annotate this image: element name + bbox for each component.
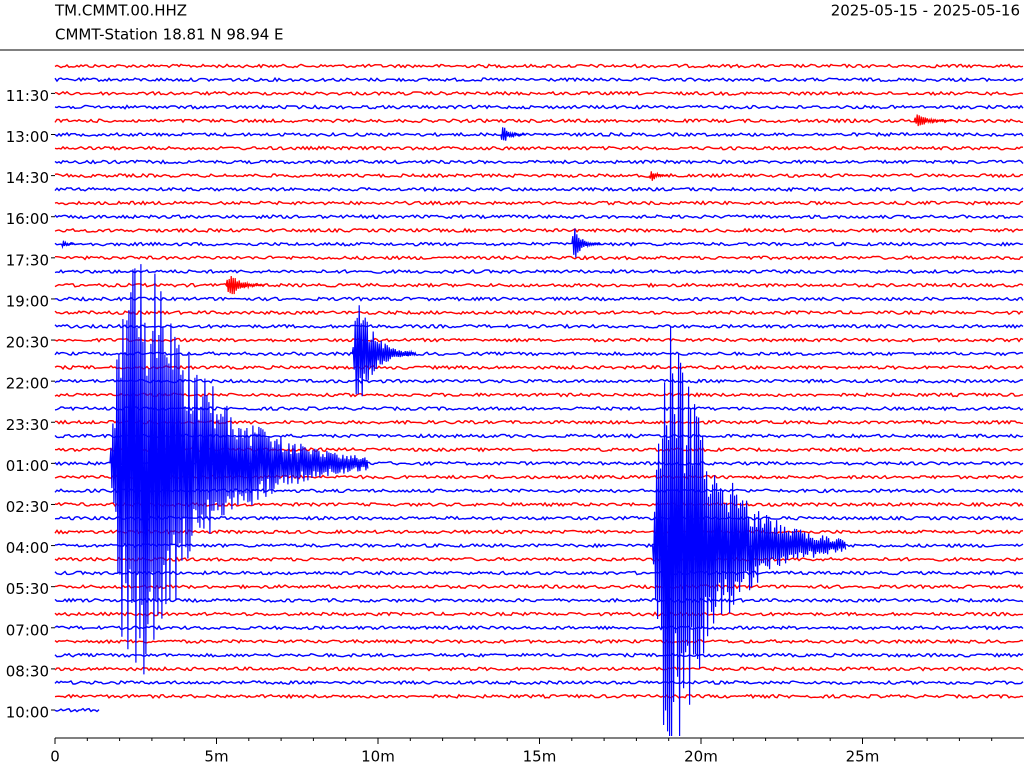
y-tick-label: 07:00 <box>6 621 49 639</box>
trace <box>54 118 1024 124</box>
trace <box>54 515 1024 521</box>
trace <box>54 529 1024 535</box>
x-tick-label: 20m <box>684 748 718 766</box>
traces <box>54 63 1024 737</box>
x-tick-label: 15m <box>523 748 557 766</box>
station-code: TM.CMMT.00.HHZ <box>54 2 187 20</box>
trace <box>54 624 1024 631</box>
seismic-event <box>351 305 417 397</box>
trace <box>54 501 1024 508</box>
trace <box>54 583 1024 590</box>
seismic-event <box>648 171 669 181</box>
y-tick-label: 11:30 <box>6 87 49 105</box>
y-tick-label: 14:30 <box>6 169 49 187</box>
seismic-event <box>913 114 953 127</box>
trace <box>54 200 1024 206</box>
trace <box>54 63 1024 69</box>
trace <box>54 350 1024 357</box>
y-tick-label: 23:30 <box>6 416 49 434</box>
y-tick-label: 20:30 <box>6 334 49 352</box>
y-tick-label: 05:30 <box>6 580 49 598</box>
date-range: 2025-05-15 - 2025-05-16 <box>831 2 1020 20</box>
station-info: CMMT-Station 18.81 N 98.94 E <box>55 26 284 44</box>
trace <box>54 159 1024 165</box>
trace <box>54 392 1024 398</box>
seismic-event <box>571 228 602 258</box>
y-tick-label: 01:00 <box>6 457 49 475</box>
trace <box>54 268 1024 275</box>
trace <box>54 241 1024 247</box>
trace <box>54 364 1024 371</box>
trace <box>55 296 1024 302</box>
trace <box>54 542 1024 549</box>
trace <box>54 227 1024 234</box>
y-tick-label: 13:00 <box>6 128 49 146</box>
y-tick-label: 16:00 <box>6 210 49 228</box>
trace <box>54 597 1024 604</box>
y-tick-label: 17:30 <box>6 251 49 269</box>
seismic-event <box>225 275 265 295</box>
trace <box>54 611 1024 617</box>
trace <box>54 556 1024 562</box>
trace <box>54 90 1024 97</box>
seismic-event <box>652 326 847 737</box>
trace <box>54 104 1024 110</box>
seismic-event <box>109 264 369 675</box>
trace <box>54 131 1024 138</box>
trace <box>54 707 100 713</box>
y-tick-label: 02:30 <box>6 498 49 516</box>
x-tick-label: 0 <box>50 748 60 766</box>
trace <box>54 337 1024 343</box>
trace <box>54 405 1024 412</box>
trace <box>54 693 1024 700</box>
y-tick-label: 22:00 <box>6 375 49 393</box>
y-tick-label: 04:00 <box>6 539 49 557</box>
trace <box>54 323 1024 329</box>
trace <box>54 172 1024 179</box>
trace <box>54 76 1024 83</box>
trace <box>55 255 1024 261</box>
trace <box>54 666 1024 672</box>
x-tick-label: 5m <box>204 748 228 766</box>
trace <box>54 309 1024 316</box>
trace <box>54 652 1024 658</box>
trace <box>54 378 1024 384</box>
trace <box>54 145 1024 151</box>
seismic-event <box>500 127 526 141</box>
x-tick-label: 25m <box>846 748 880 766</box>
y-tick-label: 10:00 <box>6 704 49 722</box>
trace <box>54 638 1024 645</box>
trace <box>54 282 1024 289</box>
y-tick-label: 08:30 <box>6 662 49 680</box>
trace <box>54 186 1024 193</box>
seismic-event <box>60 240 74 250</box>
y-tick-label: 19:00 <box>6 292 49 310</box>
x-tick-label: 10m <box>361 748 395 766</box>
trace <box>54 570 1024 576</box>
trace <box>54 214 1024 220</box>
trace <box>54 679 1024 686</box>
